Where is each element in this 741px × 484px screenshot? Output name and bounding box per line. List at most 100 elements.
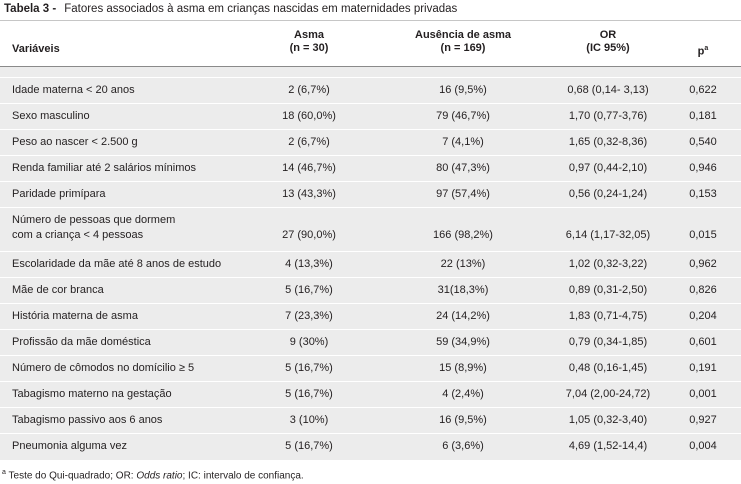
- header-or: OR (IC 95%): [553, 29, 663, 55]
- cell-ausencia: 59 (34,9%): [436, 336, 490, 348]
- table-row: Número de pessoas que dormem com a crianç…: [0, 207, 741, 252]
- cell-variable: Profissão da mãe doméstica: [12, 336, 151, 349]
- cell-or: 1,65 (0,32-8,36): [568, 136, 648, 148]
- cell-variable-line: Tabagismo materno na gestação: [12, 388, 172, 400]
- cell-asma: 2 (6,7%): [288, 84, 330, 96]
- cell-p: 0,015: [689, 229, 717, 241]
- cell-variable-line: Profissão da mãe doméstica: [12, 336, 151, 348]
- cell-asma: 3 (10%): [289, 414, 329, 426]
- cell-ausencia: 22 (13%): [440, 258, 486, 270]
- header-ausencia-title: Ausência de asma: [415, 29, 511, 41]
- cell-ausencia: 16 (9,5%): [439, 414, 487, 426]
- cell-p: 0,004: [689, 440, 717, 452]
- table-row: Escolaridade da mãe até 8 anos de estudo…: [0, 251, 741, 278]
- table-row: Renda familiar até 2 salários mínimos 14 …: [0, 155, 741, 182]
- cell-or: 1,83 (0,71-4,75): [568, 310, 648, 322]
- header-or-title: OR: [599, 29, 617, 41]
- cell-asma: 5 (16,7%): [285, 440, 333, 452]
- table-row: Profissão da mãe doméstica 9 (30%) 59 (34,…: [0, 329, 741, 356]
- cell-asma: 4 (13,3%): [285, 258, 333, 270]
- cell-variable: Tabagismo materno na gestação: [12, 388, 172, 401]
- cell-variable-line: Sexo masculino: [12, 110, 90, 122]
- cell-variable: Tabagismo passivo aos 6 anos: [12, 414, 162, 427]
- table-row: Tabagismo passivo aos 6 anos 3 (10%) 16 (9…: [0, 407, 741, 434]
- cell-asma: 27 (90,0%): [282, 229, 336, 241]
- cell-p: 0,204: [689, 310, 717, 322]
- cell-variable-line: Idade materna < 20 anos: [12, 84, 135, 96]
- cell-variable: Paridade primípara: [12, 188, 106, 201]
- cell-p: 0,946: [689, 162, 717, 174]
- table-header: Variáveis Asma (n = 30) Ausência de asma…: [0, 20, 741, 67]
- cell-variable: História materna de asma: [12, 310, 138, 323]
- cell-variable: Mãe de cor branca: [12, 284, 104, 297]
- table-row: Mãe de cor branca 5 (16,7%) 31(18,3%) 0,89 …: [0, 277, 741, 304]
- footnote-odds-ratio: Odds ratio: [136, 470, 183, 482]
- cell-p: 0,540: [689, 136, 717, 148]
- cell-p: 0,191: [689, 362, 717, 374]
- cell-variable-line: Paridade primípara: [12, 188, 106, 200]
- cell-ausencia: 166 (98,2%): [433, 229, 493, 241]
- cell-variable-line: com a criança < 4 pessoas: [12, 229, 144, 241]
- header-asma: Asma (n = 30): [254, 29, 364, 55]
- cell-variable: Peso ao nascer < 2.500 g: [12, 136, 138, 149]
- footnote-text-2: ; IC: intervalo de confiança.: [182, 470, 304, 482]
- cell-p: 0,622: [689, 84, 717, 96]
- cell-or: 0,89 (0,31-2,50): [568, 284, 648, 296]
- cell-asma: 18 (60,0%): [282, 110, 336, 122]
- cell-or: 4,69 (1,52-14,4): [568, 440, 648, 452]
- cell-p: 0,962: [689, 258, 717, 270]
- cell-variable-line: Mãe de cor branca: [12, 284, 104, 296]
- cell-asma: 5 (16,7%): [285, 284, 333, 296]
- cell-ausencia: 79 (46,7%): [436, 110, 490, 122]
- cell-p: 0,601: [689, 336, 717, 348]
- cell-asma: 7 (23,3%): [285, 310, 333, 322]
- cell-or: 0,79 (0,34-1,85): [568, 336, 648, 348]
- cell-p: 0,001: [689, 388, 717, 400]
- header-asma-title: Asma: [294, 29, 324, 41]
- cell-variable-line: Peso ao nascer < 2.500 g: [12, 136, 138, 148]
- cell-variable: Idade materna < 20 anos: [12, 84, 135, 97]
- table-body: [0, 67, 741, 460]
- cell-variable-line: Número de pessoas que dormem: [12, 214, 176, 226]
- cell-variable: Sexo masculino: [12, 110, 90, 123]
- cell-ausencia: 15 (8,9%): [439, 362, 487, 374]
- table-row: Tabagismo materno na gestação 5 (16,7%) 4 …: [0, 381, 741, 408]
- cell-p: 0,826: [689, 284, 717, 296]
- cell-variable-line: Pneumonia alguma vez: [12, 440, 127, 452]
- cell-variable-line: História materna de asma: [12, 310, 138, 322]
- cell-ausencia: 6 (3,6%): [442, 440, 484, 452]
- header-p-sup: a: [704, 45, 709, 52]
- cell-or: 0,56 (0,24-1,24): [568, 188, 648, 200]
- cell-variable: Renda familiar até 2 salários mínimos: [12, 162, 196, 175]
- cell-ausencia: 31(18,3%): [437, 284, 489, 296]
- cell-ausencia: 7 (4,1%): [442, 136, 484, 148]
- cell-variable-line: Renda familiar até 2 salários mínimos: [12, 162, 197, 174]
- cell-variable: Número de cômodos no domícilio ≥ 5: [12, 362, 194, 375]
- cell-ausencia: 4 (2,4%): [442, 388, 484, 400]
- cell-or: 6,14 (1,17-32,05): [565, 229, 651, 241]
- cell-asma: 5 (16,7%): [285, 362, 333, 374]
- cell-asma: 14 (46,7%): [282, 162, 336, 174]
- cell-ausencia: 16 (9,5%): [439, 84, 487, 96]
- cell-asma: 13 (43,3%): [282, 188, 336, 200]
- cell-variable: Número de pessoas que dormem com a crianç…: [12, 214, 175, 242]
- header-variaveis: Variáveis: [12, 43, 60, 55]
- cell-or: 1,70 (0,77-3,76): [568, 110, 648, 122]
- table-row: Pneumonia alguma vez 5 (16,7%) 6 (3,6%) 4,6…: [0, 433, 741, 461]
- cell-variable-line: Escolaridade da mãe até 8 anos de estudo: [12, 258, 222, 270]
- footnote-sup: a: [2, 469, 6, 476]
- table-title: Fatores associados à asma em crianças na…: [64, 3, 458, 15]
- footnote-text-1: Teste do Qui-quadrado; OR:: [5, 470, 137, 482]
- header-ausencia: Ausência de asma (n = 169): [388, 29, 538, 55]
- table-row: Idade materna < 20 anos 2 (6,7%) 16 (9,5%)…: [0, 77, 741, 104]
- header-p-label: p: [697, 45, 705, 58]
- header-ausencia-n: (n = 169): [440, 42, 486, 54]
- cell-or: 0,97 (0,44-2,10): [568, 162, 648, 174]
- table-caption: Tabela 3 - Fatores associados à asma em c…: [4, 2, 457, 16]
- cell-variable-line: Número de cômodos no domícilio ≥ 5: [12, 362, 195, 374]
- table-row: Paridade primípara 13 (43,3%) 97 (57,4%) 0,…: [0, 181, 741, 208]
- header-p: pa: [683, 42, 723, 59]
- cell-asma: 9 (30%): [289, 336, 329, 348]
- cell-or: 1,02 (0,32-3,22): [568, 258, 648, 270]
- cell-ausencia: 80 (47,3%): [436, 162, 490, 174]
